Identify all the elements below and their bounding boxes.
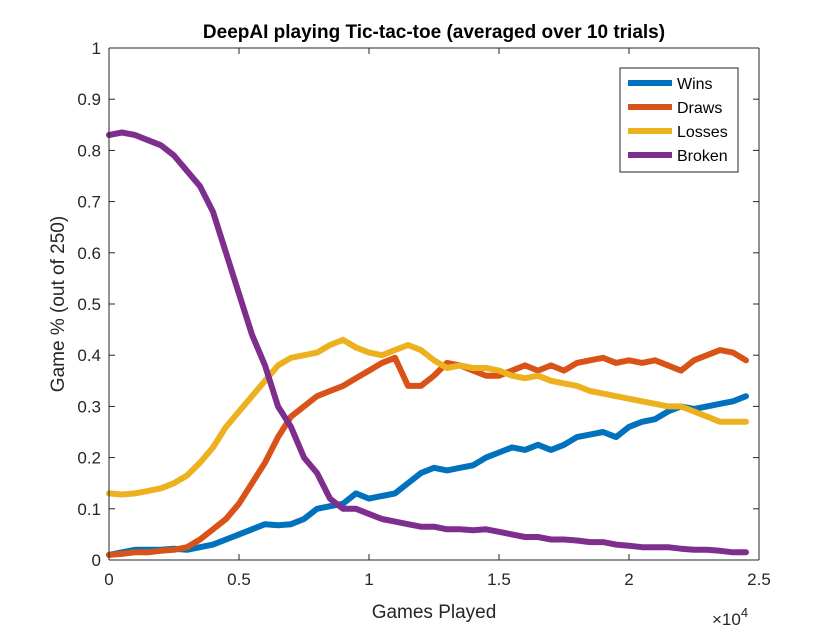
x-tick-label: 2 bbox=[624, 570, 633, 589]
x-tick-label: 0.5 bbox=[227, 570, 251, 589]
x-tick-label: 1 bbox=[364, 570, 373, 589]
y-tick-label: 1 bbox=[92, 39, 101, 58]
y-tick-label: 0.9 bbox=[77, 90, 101, 109]
x-axis-exponent-power: 4 bbox=[741, 605, 748, 620]
y-axis-ticks: 0 0.1 0.2 0.3 0.4 0.5 0.6 0.7 0.8 0.9 1 bbox=[77, 39, 759, 570]
y-tick-label: 0.2 bbox=[77, 449, 101, 468]
y-axis-label: Game % (out of 250) bbox=[48, 216, 69, 392]
chart-title: DeepAI playing Tic-tac-toe (averaged ove… bbox=[203, 22, 665, 43]
legend: Wins Draws Losses Broken bbox=[619, 67, 739, 173]
series-line-wins bbox=[106, 393, 749, 558]
x-axis-label: Games Played bbox=[372, 602, 497, 623]
legend-label-wins: Wins bbox=[677, 76, 713, 93]
legend-label-draws: Draws bbox=[677, 100, 722, 117]
x-tick-label: 2.5 bbox=[747, 570, 771, 589]
series-line-draws bbox=[106, 347, 749, 558]
x-axis-exponent-base: ×10 bbox=[712, 610, 741, 629]
y-tick-label: 0.3 bbox=[77, 397, 101, 416]
y-tick-label: 0.1 bbox=[77, 500, 101, 519]
x-tick-label: 1.5 bbox=[487, 570, 511, 589]
legend-label-broken: Broken bbox=[677, 148, 728, 165]
y-tick-label: 0.4 bbox=[77, 346, 101, 365]
y-tick-label: 0.5 bbox=[77, 295, 101, 314]
y-tick-label: 0 bbox=[92, 551, 101, 570]
series-line-losses bbox=[106, 336, 749, 498]
y-tick-label: 0.8 bbox=[77, 141, 101, 160]
legend-label-losses: Losses bbox=[677, 124, 728, 141]
y-tick-label: 0.7 bbox=[77, 193, 101, 212]
x-axis-exponent: ×104 bbox=[712, 605, 748, 629]
plot-lines bbox=[106, 129, 749, 558]
x-tick-label: 0 bbox=[104, 570, 113, 589]
series-line-broken bbox=[106, 129, 749, 556]
y-tick-label: 0.6 bbox=[77, 244, 101, 263]
x-axis-ticks: 0 0.5 1 1.5 2 2.5 bbox=[104, 48, 771, 589]
